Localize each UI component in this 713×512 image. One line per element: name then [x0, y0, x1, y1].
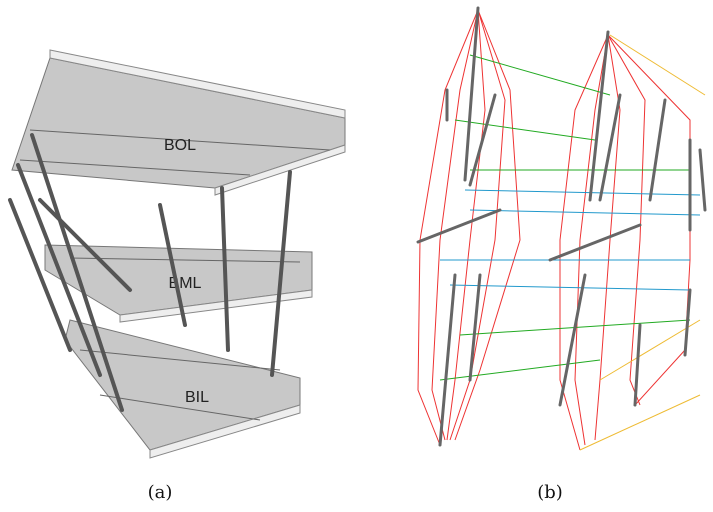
line	[470, 95, 495, 185]
ties	[440, 35, 705, 450]
line	[470, 210, 700, 215]
panel-a: BOL BML BIL (a)	[10, 50, 345, 503]
line	[418, 210, 500, 242]
cable	[560, 35, 690, 450]
caption: (a)	[148, 482, 173, 503]
label: BIL	[185, 389, 209, 406]
line	[440, 275, 455, 445]
line	[440, 360, 600, 380]
line	[465, 8, 478, 180]
line	[700, 150, 705, 210]
line	[560, 275, 585, 405]
panel-b: (b)	[418, 8, 705, 503]
line	[550, 225, 640, 260]
line	[470, 55, 610, 95]
line	[635, 325, 640, 405]
line	[650, 100, 665, 200]
caption: (b)	[537, 482, 563, 503]
label: BOL	[164, 137, 196, 154]
figure: BOL BML BIL (a)	[0, 0, 713, 512]
line	[465, 190, 700, 195]
line	[470, 275, 480, 380]
